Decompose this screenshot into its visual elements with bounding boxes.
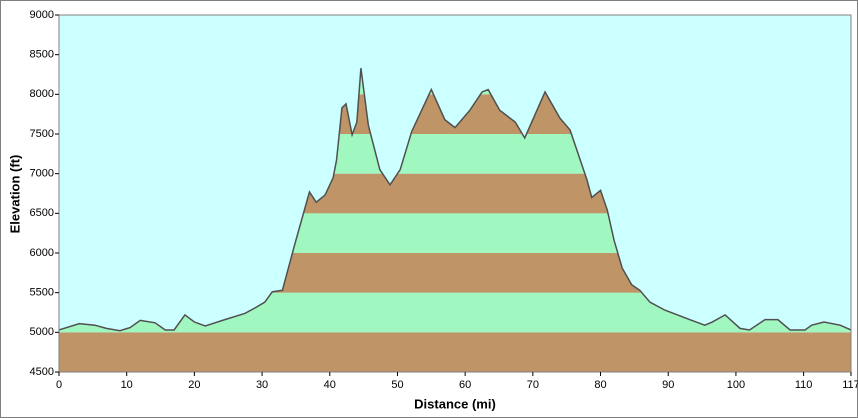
y-tick-label: 8500 bbox=[30, 49, 54, 61]
y-tick-label: 4500 bbox=[30, 366, 54, 378]
x-tick-label: 90 bbox=[662, 379, 674, 391]
y-tick-label: 6000 bbox=[30, 247, 54, 259]
y-tick-label: 5500 bbox=[30, 287, 54, 299]
x-tick-label: 40 bbox=[324, 379, 336, 391]
x-tick-label: 10 bbox=[121, 379, 133, 391]
y-tick-label: 6500 bbox=[30, 207, 54, 219]
elevation-band bbox=[59, 332, 851, 372]
y-tick-label: 8000 bbox=[30, 88, 54, 100]
y-tick-label: 5000 bbox=[30, 326, 54, 338]
y-tick-label: 7500 bbox=[30, 128, 54, 140]
x-tick-label: 80 bbox=[594, 379, 606, 391]
x-tick-label: 117 bbox=[842, 379, 858, 391]
x-tick-label: 50 bbox=[391, 379, 403, 391]
y-tick-label: 9000 bbox=[30, 9, 54, 21]
y-axis-label: Elevation (ft) bbox=[7, 155, 22, 234]
y-tick-label: 7000 bbox=[30, 168, 54, 180]
x-tick-label: 20 bbox=[188, 379, 200, 391]
x-axis-label: Distance (mi) bbox=[414, 396, 496, 411]
plot-border bbox=[58, 14, 852, 373]
x-tick-label: 70 bbox=[527, 379, 539, 391]
x-tick-label: 30 bbox=[256, 379, 268, 391]
x-tick-label: 60 bbox=[459, 379, 471, 391]
x-tick-label: 0 bbox=[56, 379, 62, 391]
x-tick-label: 110 bbox=[795, 379, 813, 391]
x-tick-label: 100 bbox=[727, 379, 745, 391]
profile-line bbox=[58, 68, 852, 332]
